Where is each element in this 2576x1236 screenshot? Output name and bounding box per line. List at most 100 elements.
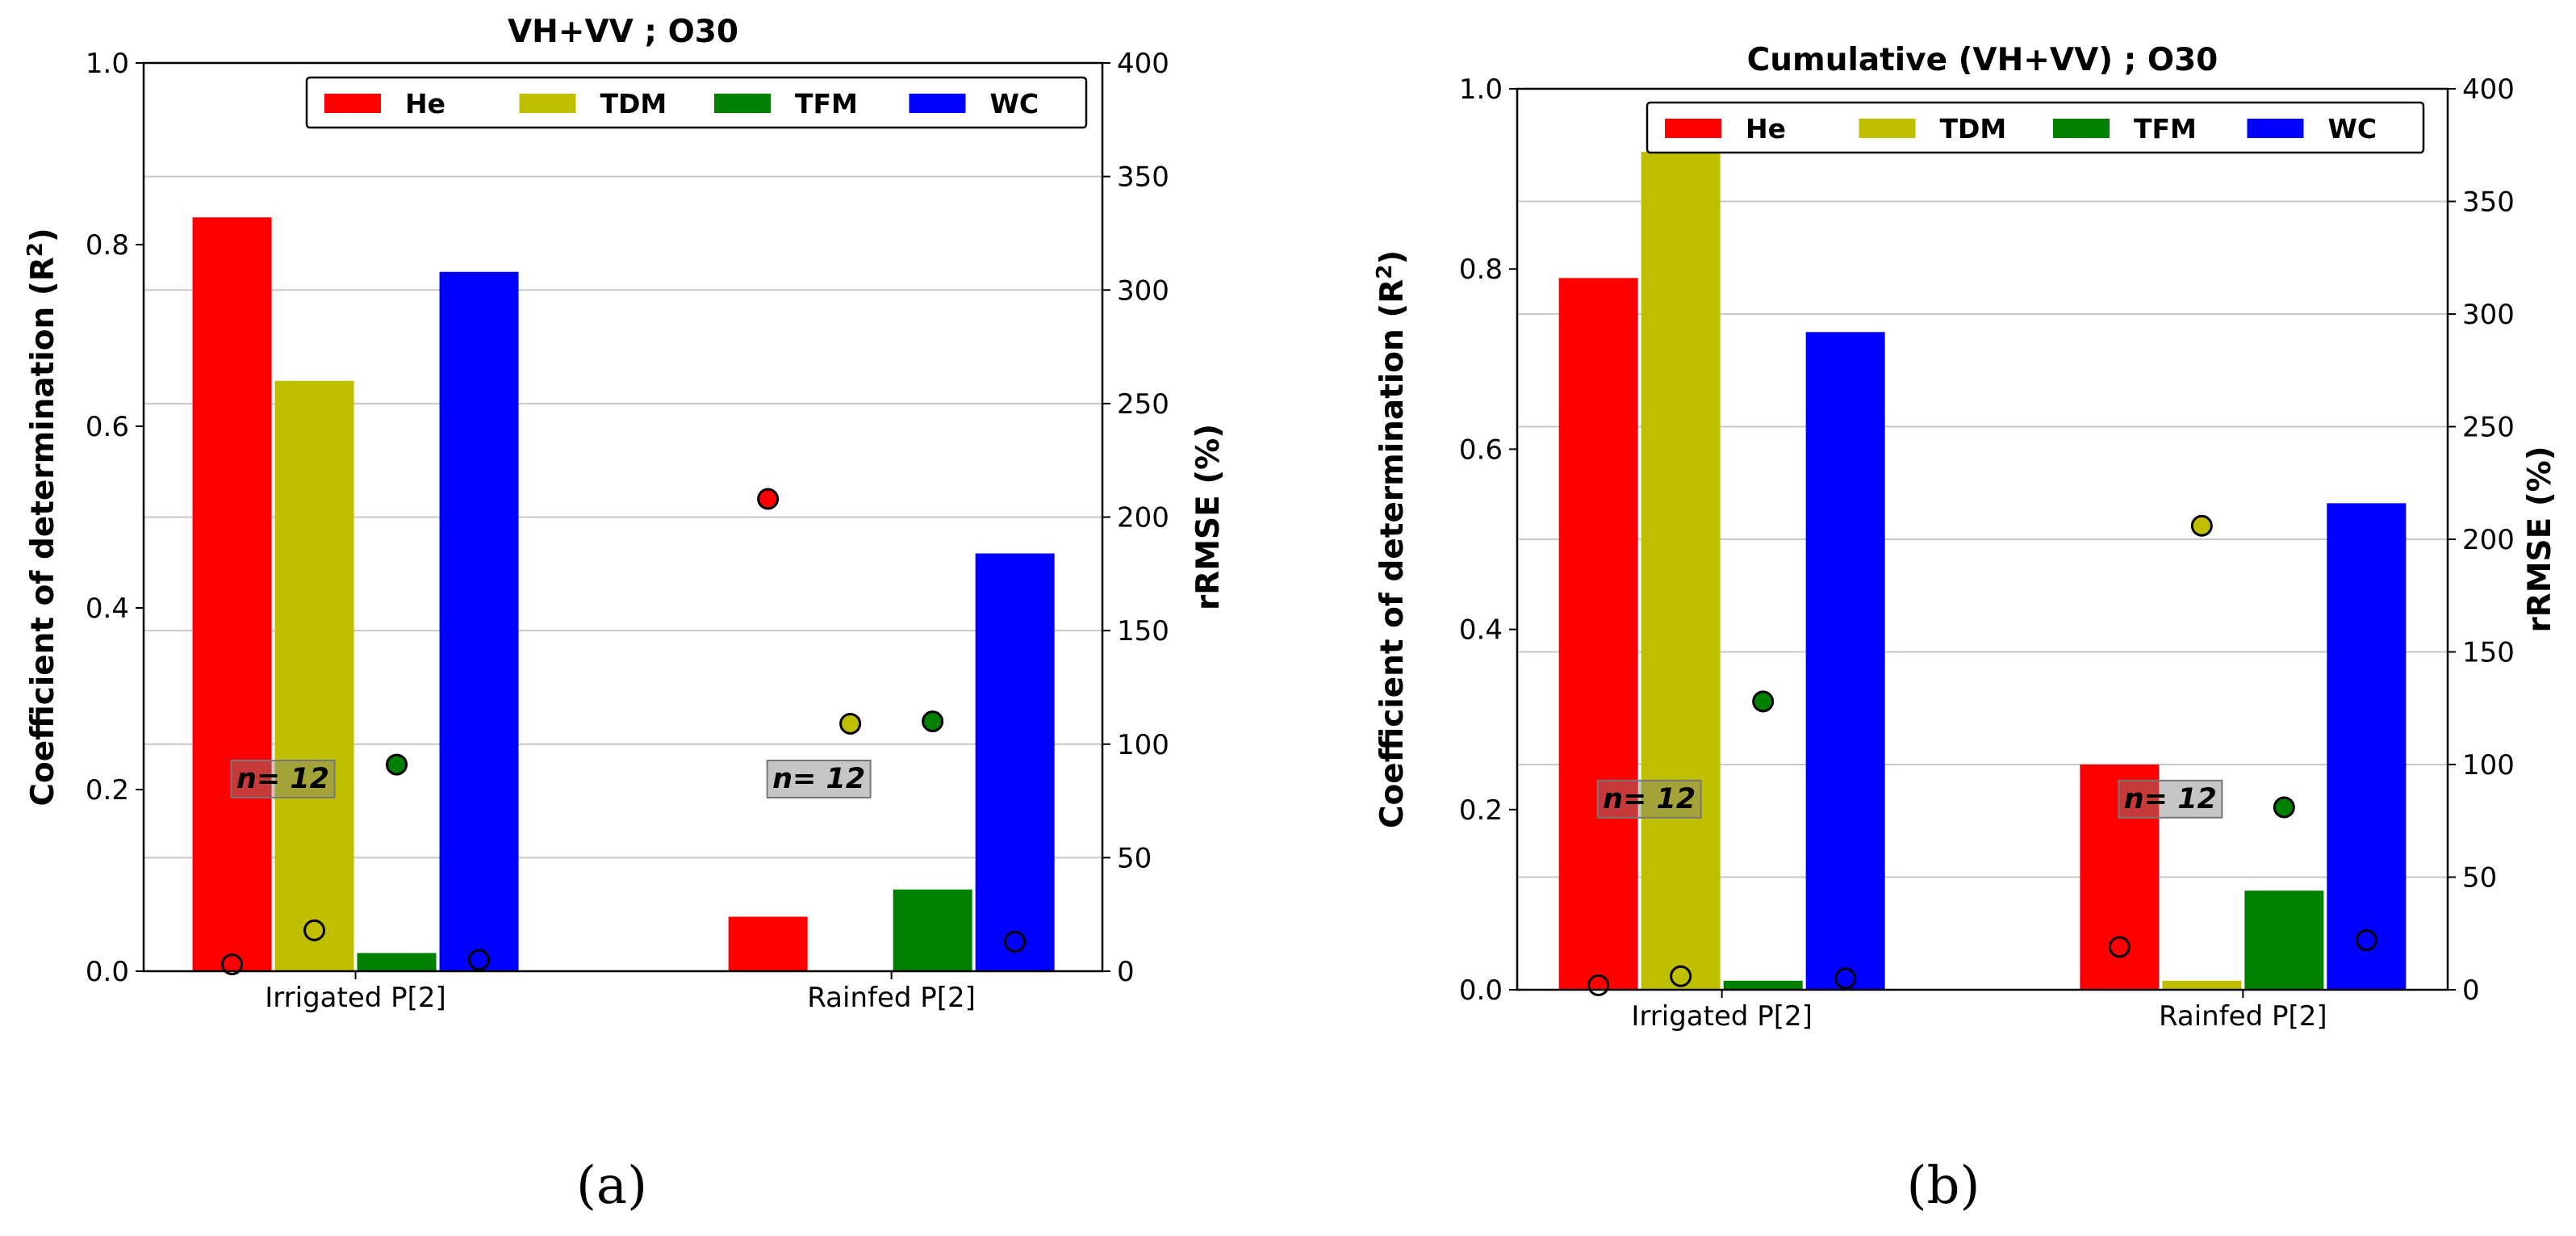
bar-tdm-irrigated — [1641, 152, 1721, 990]
legend-swatch-tfm — [2053, 119, 2110, 138]
y-axis-label: Coefficient of determination (R2) — [23, 228, 61, 806]
rrmse-point-tdm-irrigated — [1670, 965, 1692, 987]
bar-tfm-irrigated — [1723, 980, 1803, 990]
y-axis-label-sup: 2 — [23, 242, 48, 257]
n-annotation: n= 12 — [236, 763, 329, 795]
y2-tick-label: 150 — [1117, 615, 1169, 647]
y-tick-label: 1.0 — [1459, 73, 1503, 106]
legend-swatch-wc — [2247, 119, 2304, 138]
y2-tick-label: 350 — [2462, 186, 2515, 219]
y2-tick-label: 250 — [2462, 412, 2515, 444]
y2-tick-label: 300 — [1117, 274, 1169, 307]
n-annotation: n= 12 — [2124, 783, 2217, 815]
bar-tdm-rainfed — [2162, 980, 2242, 990]
y-tick-label: 0.0 — [86, 956, 129, 988]
legend-label-he: He — [1746, 113, 1786, 145]
legend-swatch-tfm — [714, 94, 771, 113]
chart-b: n= 12 Irrigated P[2] n= 12 Rainfed P[2] 0.0 0… — [1373, 42, 2558, 1216]
legend-box — [305, 76, 1088, 129]
rrmse-point-tdm-rainfed — [839, 712, 862, 735]
y2-tick-label: 50 — [1117, 842, 1152, 874]
y-axis-label-text: Coefficient of determination (R — [1374, 279, 1411, 828]
y-tick-label: 0.4 — [86, 593, 129, 625]
legend-swatch-tdm — [1859, 119, 1916, 138]
y-tick-label: 0.6 — [1459, 434, 1503, 466]
legend-swatch-he — [324, 94, 381, 113]
legend-label-tfm: TFM — [795, 88, 858, 119]
y2-tick-label: 200 — [2462, 524, 2515, 556]
rrmse-point-tdm-rainfed — [2190, 514, 2213, 537]
rrmse-point-wc-rainfed — [2355, 929, 2377, 952]
legend-box — [1646, 101, 2425, 154]
y-tick-label: 0.8 — [86, 229, 129, 262]
bar-he-rainfed — [728, 916, 808, 971]
bar-wc-irrigated — [439, 271, 519, 971]
bar-tdm-irrigated — [274, 380, 354, 971]
chart-title: Cumulative (VH+VV) ; O30 — [1747, 42, 2218, 78]
y-axis-label-text: Coefficient of determination (R — [25, 257, 61, 806]
bar-wc-rainfed — [975, 553, 1055, 971]
y2-tick-label: 100 — [2462, 749, 2515, 781]
bar-wc-irrigated — [1805, 332, 1885, 990]
y-tick-label: 0.2 — [1459, 794, 1503, 827]
legend-swatch-he — [1665, 119, 1721, 138]
y-tick-label: 0.2 — [86, 774, 129, 807]
x-tick-label: Irrigated P[2] — [1631, 1000, 1813, 1033]
y2-tick-label: 100 — [1117, 729, 1169, 761]
y2-axis-label: rRMSE (%) — [2522, 446, 2558, 632]
y2-tick-label: 200 — [1117, 502, 1169, 534]
y-axis-label-close: ) — [1374, 250, 1411, 265]
y-axis-label-sup: 2 — [1373, 265, 1397, 279]
n-annotation: n= 12 — [1603, 783, 1696, 815]
chart-a: n= 12 Irrigated P[2] n= 12 Rainfed P[2] 0.0 0… — [23, 14, 1227, 1216]
legend-label-wc: WC — [990, 88, 1039, 119]
y2-tick-label: 0 — [1117, 956, 1135, 988]
x-tick-label: Rainfed P[2] — [807, 982, 976, 1014]
legend-label-tfm: TFM — [2134, 113, 2197, 145]
y-tick-label: 0.4 — [1459, 614, 1503, 647]
y-axis-label-close: ) — [25, 228, 61, 242]
y2-tick-label: 400 — [1117, 48, 1169, 80]
y2-tick-label: 0 — [2462, 974, 2480, 1007]
y2-tick-label: 400 — [2462, 73, 2515, 106]
rrmse-point-tfm-rainfed — [922, 710, 944, 733]
legend-swatch-tdm — [519, 94, 576, 113]
x-tick-label: Rainfed P[2] — [2159, 1000, 2327, 1033]
bar-he-irrigated — [1558, 278, 1638, 990]
y2-axis-label: rRMSE (%) — [1190, 424, 1227, 610]
y-axis-label: Coefficient of determination (R2) — [1373, 250, 1411, 828]
n-annotation-box — [230, 760, 336, 798]
n-annotation: n= 12 — [772, 763, 865, 795]
y-tick-label: 1.0 — [86, 48, 129, 80]
rrmse-point-tfm-irrigated — [386, 753, 408, 776]
rrmse-point-wc-irrigated — [1834, 967, 1857, 990]
legend-swatch-wc — [909, 94, 966, 113]
chart-title: VH+VV ; O30 — [508, 14, 738, 50]
rrmse-point-tfm-irrigated — [1752, 690, 1775, 713]
y-tick-label: 0.0 — [1459, 974, 1503, 1007]
y2-tick-label: 300 — [2462, 299, 2515, 331]
y-tick-label: 0.8 — [1459, 253, 1503, 286]
y2-tick-label: 50 — [2462, 862, 2497, 895]
legend-label-tdm: TDM — [1940, 113, 2007, 145]
legend-label-tdm: TDM — [600, 88, 667, 119]
legend-label-wc: WC — [2328, 113, 2377, 145]
y2-tick-label: 350 — [1117, 161, 1169, 194]
y-tick-label: 0.6 — [86, 411, 129, 443]
x-tick-label: Irrigated P[2] — [265, 982, 446, 1014]
rrmse-point-wc-irrigated — [468, 949, 491, 971]
n-annotation-box — [2118, 779, 2223, 819]
y2-tick-label: 250 — [1117, 388, 1169, 421]
rrmse-point-he-rainfed — [2108, 936, 2131, 958]
bar-wc-rainfed — [2327, 503, 2407, 990]
rrmse-point-he-irrigated — [221, 953, 244, 976]
legend-label-he: He — [405, 88, 445, 119]
rrmse-point-tdm-irrigated — [303, 919, 326, 941]
bar-he-irrigated — [192, 217, 272, 971]
bar-tfm-irrigated — [357, 953, 437, 971]
y2-tick-label: 150 — [2462, 637, 2515, 669]
n-annotation-box — [1596, 779, 1702, 819]
figure-caption: (a) — [576, 1156, 647, 1216]
rrmse-point-tfm-rainfed — [2273, 796, 2295, 819]
